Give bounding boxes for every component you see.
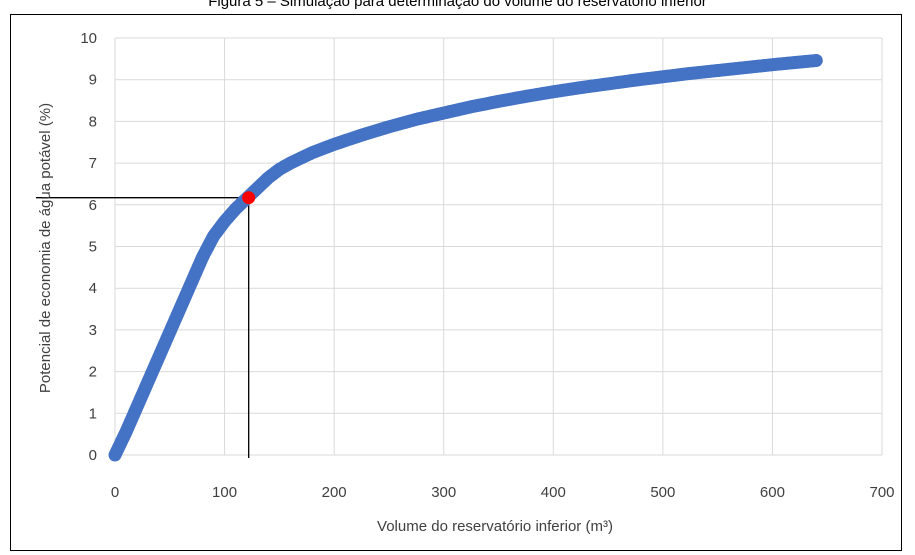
x-tick-label: 500 <box>650 484 675 501</box>
x-axis-ticks: 0 100 200 300 400 500 600 700 <box>111 484 895 501</box>
y-tick-label: 2 <box>89 364 97 381</box>
y-tick-label: 4 <box>89 280 97 297</box>
y-axis-ticks: 0 1 2 3 4 5 6 7 8 9 10 <box>80 30 97 464</box>
highlighted-point <box>242 191 256 205</box>
y-tick-label: 10 <box>80 30 97 47</box>
y-tick-label: 1 <box>89 405 97 422</box>
y-tick-label: 5 <box>89 239 97 256</box>
x-tick-label: 700 <box>869 484 894 501</box>
data-series <box>108 54 823 462</box>
y-tick-label: 6 <box>89 197 97 214</box>
y-axis-title: Potencial de economia de água potável (%… <box>37 103 54 393</box>
x-tick-label: 200 <box>322 484 347 501</box>
highlight-point <box>242 191 256 205</box>
chart-frame <box>10 14 902 551</box>
y-tick-label: 7 <box>89 155 97 172</box>
y-tick-label: 8 <box>89 113 97 130</box>
y-tick-label: 0 <box>89 447 97 464</box>
gridlines <box>114 37 883 456</box>
x-tick-label: 600 <box>760 484 785 501</box>
x-tick-label: 100 <box>212 484 237 501</box>
data-point <box>809 54 823 68</box>
y-tick-label: 9 <box>89 72 97 89</box>
x-axis-title: Volume do reservatório inferior (m³) <box>377 518 613 535</box>
figure-caption: Figura 5 – Simulação para determinação d… <box>208 0 707 10</box>
x-tick-label: 0 <box>111 484 119 501</box>
x-tick-label: 300 <box>431 484 456 501</box>
y-tick-label: 3 <box>89 322 97 339</box>
x-tick-label: 400 <box>541 484 566 501</box>
reference-lines <box>36 197 250 458</box>
